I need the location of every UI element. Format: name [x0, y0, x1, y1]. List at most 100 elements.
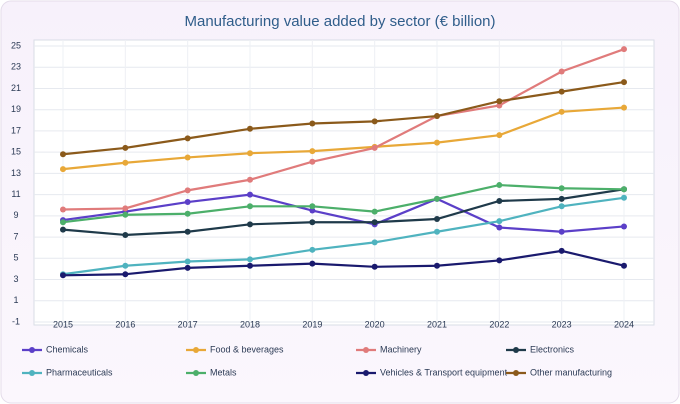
point	[496, 182, 503, 189]
point	[122, 262, 129, 269]
x-tick-label: 2018	[240, 319, 260, 329]
point	[371, 239, 378, 246]
legend-marker	[29, 370, 35, 376]
point	[558, 185, 565, 192]
legend-marker	[193, 347, 199, 353]
point	[184, 154, 191, 161]
point	[184, 135, 191, 142]
point	[434, 195, 440, 202]
point	[496, 218, 503, 225]
legend-label: Machinery	[380, 344, 422, 354]
x-tick-label: 2024	[614, 319, 634, 329]
legend-marker	[363, 370, 369, 376]
point	[434, 113, 440, 120]
point	[621, 262, 627, 269]
plot-area	[33, 39, 655, 326]
point	[184, 187, 191, 194]
point	[558, 203, 565, 210]
point	[371, 263, 378, 270]
x-tick-label: 2020	[365, 319, 385, 329]
series-line	[62, 106, 625, 171]
point	[184, 210, 191, 217]
point	[434, 262, 440, 269]
point	[558, 68, 565, 75]
point	[122, 271, 129, 278]
point	[558, 88, 565, 95]
x-tick-label: 2021	[427, 319, 447, 329]
point	[122, 211, 129, 218]
point	[122, 205, 129, 212]
point	[621, 79, 627, 86]
point	[122, 231, 129, 238]
point	[60, 219, 66, 226]
y-tick-label: 7	[13, 231, 18, 241]
point	[496, 132, 503, 139]
point	[558, 108, 565, 115]
x-tick-label: 2016	[115, 319, 135, 329]
legend-marker	[513, 347, 519, 353]
y-tick-label: 11	[11, 189, 20, 199]
legend-label: Pharmaceuticals	[46, 367, 113, 377]
point	[60, 151, 66, 158]
y-tick-label: 13	[11, 168, 21, 178]
x-tick-label: 2019	[302, 319, 322, 329]
series-line	[62, 249, 625, 277]
point	[621, 186, 627, 193]
point	[558, 228, 565, 235]
point	[371, 118, 378, 125]
point	[184, 264, 191, 271]
y-tick-label: 19	[11, 104, 21, 114]
point	[621, 46, 627, 53]
point	[496, 102, 503, 109]
legend-marker	[513, 370, 519, 376]
y-tick-label: 17	[11, 125, 21, 135]
legend-label: Vehicles & Transport equipment	[380, 367, 508, 377]
legend-label: Food & beverages	[210, 344, 284, 354]
legend-marker	[29, 347, 35, 353]
y-tick-label: 1	[13, 295, 18, 305]
point	[122, 144, 129, 151]
point	[309, 219, 316, 226]
x-tick-label: 2017	[178, 319, 198, 329]
point	[247, 221, 253, 228]
y-tick-label: 9	[13, 210, 18, 220]
y-tick-label: 3	[13, 274, 18, 284]
y-tick-label: 5	[13, 253, 18, 263]
y-tick-label: 25	[11, 40, 21, 50]
point	[371, 219, 378, 226]
series-line	[62, 196, 625, 276]
point	[184, 258, 191, 265]
legend-label: Metals	[210, 367, 237, 377]
legend-marker	[363, 347, 369, 353]
point	[309, 148, 316, 155]
point	[309, 203, 316, 210]
series-line	[62, 48, 625, 211]
point	[434, 139, 440, 146]
series-line	[62, 183, 625, 224]
point	[621, 104, 627, 111]
point	[122, 159, 129, 166]
x-tick-label: 2023	[552, 319, 572, 329]
series-line	[62, 188, 625, 237]
point	[558, 247, 565, 254]
point	[247, 176, 253, 183]
legend-label: Electronics	[530, 344, 575, 354]
point	[309, 246, 316, 253]
point	[621, 223, 627, 230]
point	[247, 203, 253, 210]
series-line	[62, 81, 625, 156]
point	[309, 120, 316, 127]
point	[496, 224, 503, 231]
point	[184, 228, 191, 235]
series-line	[62, 193, 625, 233]
point	[60, 166, 66, 173]
point	[60, 272, 66, 279]
y-tick-label: 15	[11, 147, 21, 157]
y-tick-label: 21	[11, 83, 21, 93]
point	[434, 228, 440, 235]
point	[371, 144, 378, 151]
point	[309, 158, 316, 165]
chart-title: Manufacturing value added by sector (€ b…	[184, 13, 495, 30]
point	[309, 207, 316, 214]
